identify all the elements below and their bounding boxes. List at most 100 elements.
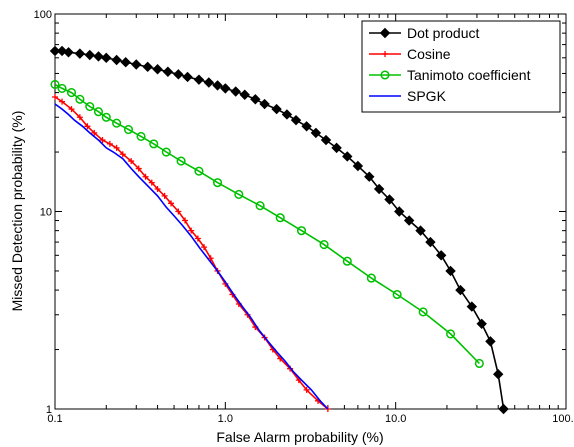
data-point-tanimoto-coefficient bbox=[392, 289, 402, 300]
legend-entry-dot-product: Dot product bbox=[369, 25, 479, 41]
data-point-cosine bbox=[113, 144, 120, 151]
tick-labels: 0.1 1.0 10.0 100.0 1 10 100 bbox=[34, 9, 574, 425]
data-point-dot-product bbox=[259, 98, 270, 110]
x-axis-label: False Alarm probability (%) bbox=[216, 429, 383, 445]
legend-entry-cosine: Cosine bbox=[369, 46, 451, 62]
y-tick-label: 10 bbox=[40, 207, 52, 219]
data-point-dot-product bbox=[193, 74, 205, 85]
data-point-tanimoto-coefficient bbox=[342, 256, 352, 266]
data-point-cosine bbox=[154, 185, 161, 192]
data-point-dot-product bbox=[74, 48, 86, 59]
data-point-dot-product bbox=[111, 54, 122, 66]
data-point-dot-product bbox=[173, 69, 184, 80]
data-point-cosine bbox=[135, 165, 142, 172]
data-point-cosine bbox=[84, 123, 91, 130]
y-tick-label: 100 bbox=[34, 9, 52, 21]
data-point-dot-product bbox=[230, 86, 241, 97]
data-point-tanimoto-coefficient bbox=[446, 329, 456, 339]
x-tick-label: 100.0 bbox=[552, 413, 574, 425]
axis-ticks bbox=[54, 13, 567, 410]
data-point-cosine bbox=[161, 192, 168, 199]
data-point-tanimoto-coefficient bbox=[93, 107, 104, 117]
data-point-cosine bbox=[168, 200, 175, 207]
data-point-cosine bbox=[59, 98, 66, 105]
data-point-dot-product bbox=[384, 194, 395, 205]
data-point-cosine bbox=[182, 217, 189, 224]
data-point-cosine bbox=[201, 244, 208, 251]
data-point-dot-product bbox=[63, 47, 74, 58]
data-point-tanimoto-coefficient bbox=[234, 189, 244, 199]
data-point-dot-product bbox=[373, 183, 385, 195]
data-point-dot-product bbox=[352, 160, 364, 172]
legend-label-dot-product: Dot product bbox=[407, 25, 479, 41]
data-point-dot-product bbox=[485, 336, 496, 347]
data-point-dot-product bbox=[290, 114, 302, 126]
data-point-tanimoto-coefficient bbox=[112, 118, 122, 128]
data-point-dot-product bbox=[301, 121, 312, 132]
series-line-spgk bbox=[54, 103, 329, 410]
data-point-tanimoto-coefficient bbox=[255, 201, 265, 211]
data-point-cosine bbox=[188, 227, 195, 234]
data-point-dot-product bbox=[498, 403, 509, 415]
data-point-dot-product bbox=[203, 77, 215, 88]
data-point-dot-product bbox=[435, 250, 447, 261]
legend-label-cosine: Cosine bbox=[407, 46, 451, 62]
data-point-tanimoto-coefficient bbox=[75, 94, 85, 104]
series-layer bbox=[49, 45, 509, 415]
data-point-dot-product bbox=[182, 71, 193, 83]
data-point-cosine bbox=[148, 179, 155, 186]
data-point-dot-product bbox=[101, 52, 112, 64]
data-point-tanimoto-coefficient bbox=[57, 83, 67, 93]
y-axis-label: Missed Detection probability (%) bbox=[9, 111, 25, 312]
data-point-tanimoto-coefficient bbox=[366, 273, 376, 283]
data-point-tanimoto-coefficient bbox=[194, 166, 204, 176]
data-point-cosine bbox=[52, 93, 58, 100]
data-point-dot-product bbox=[281, 109, 293, 120]
data-point-cosine bbox=[142, 173, 149, 180]
x-tick-label: 0.1 bbox=[47, 413, 62, 425]
data-point-cosine bbox=[128, 158, 135, 165]
legend-marker-cosine bbox=[382, 51, 388, 57]
data-point-tanimoto-coefficient bbox=[418, 307, 428, 317]
series-tanimoto-coefficient bbox=[50, 79, 484, 369]
data-point-dot-product bbox=[212, 80, 223, 91]
data-point-tanimoto-coefficient bbox=[212, 178, 223, 188]
data-point-dot-product bbox=[131, 59, 142, 70]
data-point-tanimoto-coefficient bbox=[176, 156, 186, 166]
data-point-dot-product bbox=[152, 64, 163, 75]
data-point-dot-product bbox=[49, 45, 61, 57]
data-point-dot-product bbox=[162, 66, 174, 77]
x-tick-label: 10.0 bbox=[385, 413, 406, 425]
data-point-dot-product bbox=[364, 171, 375, 182]
data-point-tanimoto-coefficient bbox=[50, 79, 60, 89]
data-point-cosine bbox=[99, 137, 106, 144]
legend-label-tanimoto-coefficient: Tanimoto coefficient bbox=[407, 67, 531, 83]
data-point-tanimoto-coefficient bbox=[85, 101, 95, 112]
data-point-tanimoto-coefficient bbox=[474, 358, 484, 369]
y-tick-label: 1 bbox=[46, 404, 52, 416]
data-point-dot-product bbox=[445, 265, 456, 277]
data-point-dot-product bbox=[466, 301, 478, 312]
data-point-dot-product bbox=[331, 142, 342, 154]
data-point-cosine bbox=[68, 106, 75, 113]
series-spgk bbox=[54, 103, 329, 410]
data-point-cosine bbox=[76, 114, 83, 121]
data-point-dot-product bbox=[84, 49, 95, 61]
legend-marker-tanimoto-coefficient bbox=[380, 70, 390, 80]
data-point-cosine bbox=[106, 140, 113, 147]
data-point-dot-product bbox=[310, 127, 322, 139]
data-point-dot-product bbox=[425, 236, 436, 248]
series-dot-product bbox=[49, 45, 509, 415]
data-point-dot-product bbox=[93, 51, 104, 62]
data-point-cosine bbox=[303, 386, 310, 393]
data-point-cosine bbox=[175, 208, 182, 215]
data-point-dot-product bbox=[476, 318, 487, 330]
legend-marker-dot-product bbox=[379, 27, 391, 39]
data-point-dot-product bbox=[142, 61, 153, 73]
data-point-dot-product bbox=[320, 134, 332, 146]
legend-entry-spgk: SPGK bbox=[369, 88, 447, 104]
data-point-tanimoto-coefficient bbox=[275, 213, 285, 223]
data-point-dot-product bbox=[493, 369, 504, 380]
data-point-dot-product bbox=[394, 206, 405, 217]
